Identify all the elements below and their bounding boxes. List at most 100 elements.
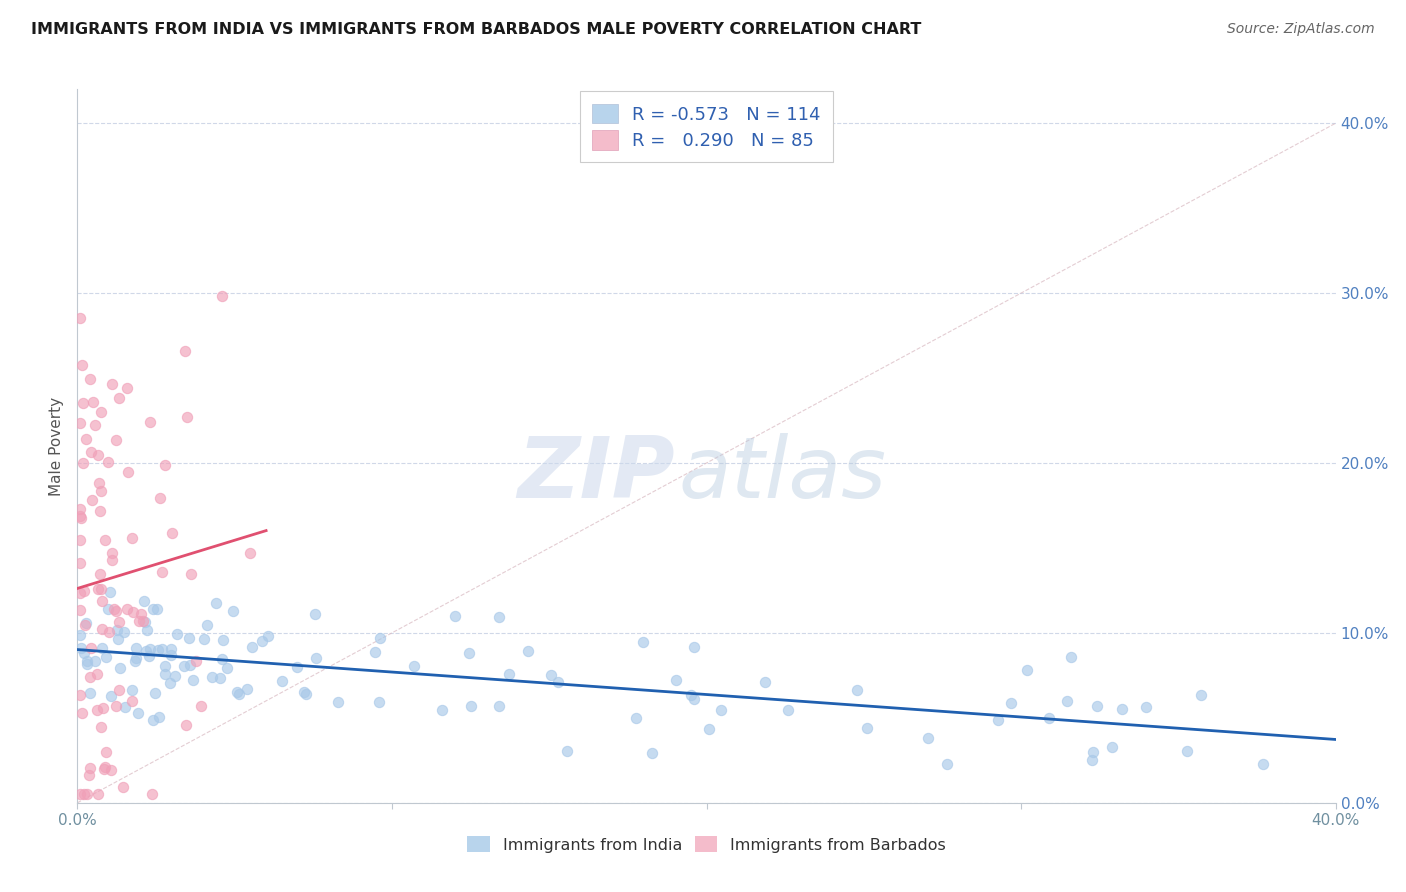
Point [80,640,103,655]
Point [72,456,94,470]
Point [149,491,172,505]
Point [1175,744,1198,758]
Point [1251,757,1274,772]
Point [76,657,98,672]
Point [105,604,128,618]
Point [304,607,326,621]
Point [1059,649,1081,664]
Point [153,667,176,681]
Point [107,391,129,405]
Point [69,511,91,525]
Point [987,713,1010,727]
Point [488,609,510,624]
Point [69,627,91,641]
Point [201,670,224,684]
Point [72,396,94,410]
Point [114,700,136,714]
Point [121,605,143,619]
Point [236,682,259,697]
Point [1081,745,1104,759]
Point [70,358,93,372]
Point [682,691,704,706]
Point [540,667,562,681]
Point [179,657,201,672]
Point [697,722,720,736]
Point [917,731,939,745]
Point [148,710,170,724]
Point [1056,694,1078,708]
Point [209,672,232,686]
Point [108,682,131,697]
Point [640,747,662,761]
Point [488,699,510,714]
Text: ZIP: ZIP [517,433,675,516]
Point [498,666,520,681]
Point [326,695,349,709]
Point [1000,696,1022,710]
Point [1085,698,1108,713]
Point [856,721,879,735]
Point [212,632,235,647]
Point [121,694,143,708]
Point [547,675,569,690]
Point [457,646,479,660]
Point [107,632,129,646]
Point [94,745,117,759]
Point [86,667,108,681]
Point [1038,711,1060,725]
Point [98,625,121,640]
Point [86,582,108,596]
Point [226,685,249,699]
Point [205,596,228,610]
Point [173,659,195,673]
Point [1081,753,1104,767]
Point [138,648,160,663]
Point [79,761,101,775]
Point [936,756,959,771]
Point [141,787,163,801]
Point [159,648,181,662]
Point [250,634,273,648]
Point [142,713,165,727]
Point [129,607,152,622]
Point [195,618,218,632]
Point [97,455,120,469]
Point [124,654,146,668]
Point [89,504,111,518]
Point [555,744,578,758]
Point [79,686,101,700]
Point [73,646,96,660]
Point [159,676,181,690]
Point [98,584,121,599]
Point [143,686,166,700]
Point [1101,740,1123,755]
Point [90,484,112,499]
Point [90,719,112,733]
Point [256,629,278,643]
Point [145,601,167,615]
Point [134,615,156,629]
Text: Source: ZipAtlas.com: Source: ZipAtlas.com [1227,22,1375,37]
Point [626,711,648,725]
Point [211,652,233,666]
Point [69,586,91,600]
Text: atlas: atlas [679,433,887,516]
Point [404,659,426,673]
Point [73,617,96,632]
Point [211,289,233,303]
Point [69,557,91,571]
Point [124,650,146,665]
Point [193,632,215,647]
Point [89,567,111,582]
Point [1111,701,1133,715]
Point [153,458,176,472]
Point [754,675,776,690]
Point [683,640,706,655]
Point [271,674,294,689]
Point [190,699,212,714]
Point [121,682,143,697]
Point [228,688,250,702]
Point [79,669,101,683]
Point [103,602,125,616]
Point [84,654,107,668]
